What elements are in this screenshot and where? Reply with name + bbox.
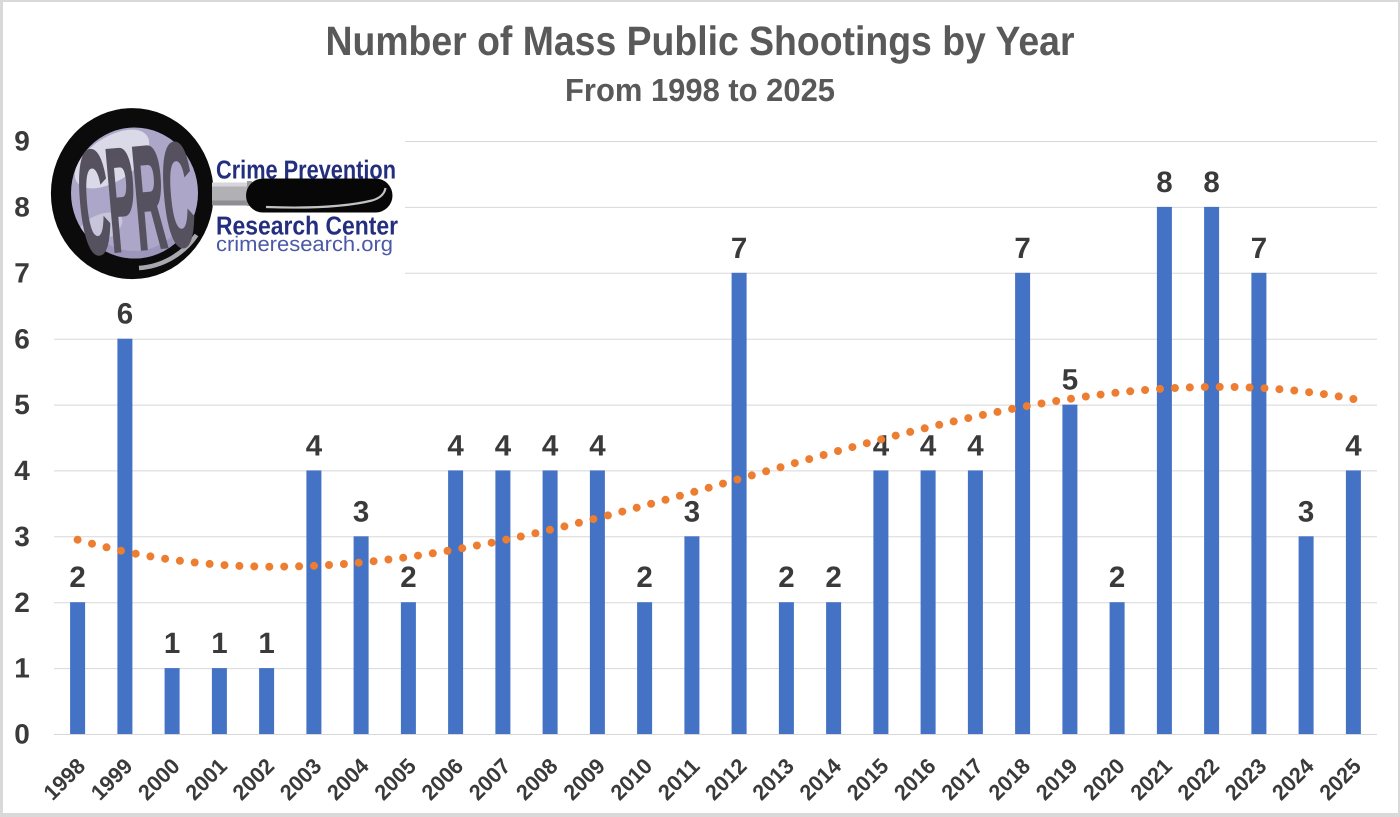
svg-text:CPRC: CPRC [72, 113, 200, 287]
svg-text:4: 4 [589, 429, 606, 462]
svg-text:From 1998 to 2025: From 1998 to 2025 [565, 72, 835, 108]
svg-text:7: 7 [1014, 232, 1030, 265]
svg-text:0: 0 [14, 719, 30, 750]
svg-text:7: 7 [1251, 232, 1267, 265]
svg-text:4: 4 [306, 429, 323, 462]
svg-text:3: 3 [353, 495, 369, 528]
svg-text:crimeresearch.org: crimeresearch.org [216, 233, 393, 256]
svg-text:2: 2 [825, 561, 841, 594]
svg-text:9: 9 [14, 126, 30, 157]
svg-text:3: 3 [1298, 495, 1314, 528]
svg-text:3: 3 [14, 521, 30, 552]
svg-text:8: 8 [14, 192, 30, 223]
svg-text:7: 7 [731, 232, 747, 265]
svg-text:3: 3 [684, 495, 700, 528]
svg-text:4: 4 [920, 429, 937, 462]
svg-text:2: 2 [636, 561, 652, 594]
svg-text:Number of Mass Public Shooting: Number of Mass Public Shootings by Year [326, 18, 1075, 64]
svg-text:4: 4 [1345, 429, 1362, 462]
svg-text:2: 2 [400, 561, 416, 594]
svg-text:4: 4 [14, 455, 30, 486]
svg-text:4: 4 [447, 429, 464, 462]
svg-text:2: 2 [778, 561, 794, 594]
svg-text:Crime Prevention: Crime Prevention [216, 155, 396, 185]
svg-text:6: 6 [14, 323, 30, 354]
svg-text:4: 4 [967, 429, 984, 462]
svg-text:5: 5 [14, 389, 30, 420]
svg-text:4: 4 [495, 429, 512, 462]
svg-text:1: 1 [211, 627, 227, 660]
svg-text:8: 8 [1203, 166, 1219, 199]
svg-text:6: 6 [117, 298, 133, 331]
svg-text:8: 8 [1156, 166, 1172, 199]
svg-text:Research Center: Research Center [216, 210, 398, 240]
svg-text:1: 1 [258, 627, 274, 660]
svg-text:2: 2 [69, 561, 85, 594]
svg-text:7: 7 [14, 257, 30, 288]
svg-text:2: 2 [14, 587, 30, 618]
svg-text:4: 4 [873, 429, 890, 462]
svg-text:1: 1 [14, 653, 30, 684]
svg-text:5: 5 [1062, 364, 1078, 397]
svg-text:1: 1 [164, 627, 180, 660]
svg-text:2: 2 [1109, 561, 1125, 594]
svg-text:4: 4 [542, 429, 559, 462]
